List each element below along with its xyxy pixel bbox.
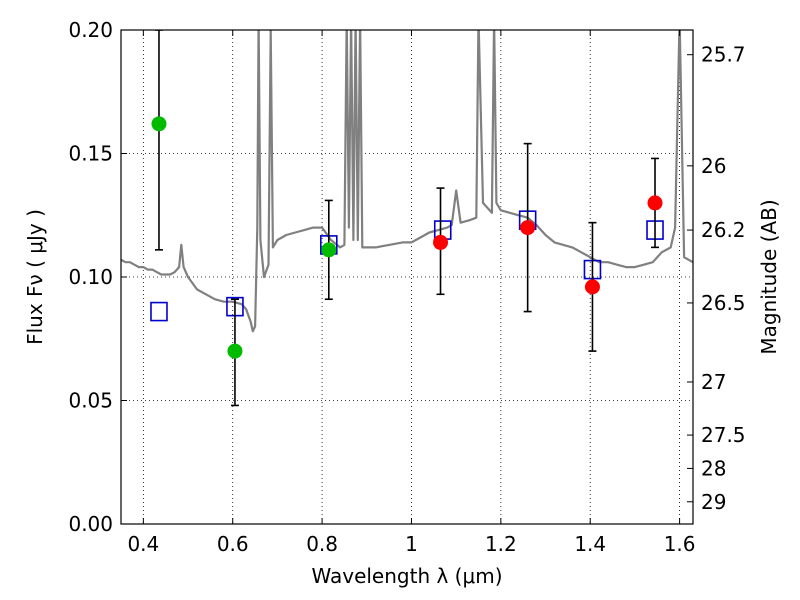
- y-tick-label: 0.20: [68, 18, 113, 42]
- observed-point-green: [227, 343, 243, 359]
- y-tick-label: 0.00: [68, 512, 113, 536]
- y-tick-label: 0.10: [68, 265, 113, 289]
- model-spectrum-line: [121, 30, 693, 333]
- right-tick-label: 26.5: [701, 291, 746, 315]
- right-tick-label: 25.7: [701, 43, 746, 67]
- observed-point-red: [520, 220, 536, 236]
- y-tick-label: 0.15: [68, 142, 113, 166]
- model-photometry-square: [150, 301, 168, 322]
- observed-point-green: [321, 242, 337, 258]
- observed-point-red: [433, 234, 449, 250]
- right-tick-label: 29: [701, 490, 726, 514]
- grid: [121, 29, 693, 525]
- x-tick-label: 0.4: [127, 532, 159, 556]
- right-tick-label: 26.2: [701, 218, 746, 242]
- right-tick-label: 26: [701, 154, 726, 178]
- plot-area: [121, 30, 693, 407]
- right-tick-label: 27.5: [701, 423, 746, 447]
- x-tick-label: 1.4: [574, 532, 606, 556]
- observed-point-red: [647, 195, 663, 211]
- x-tick-label: 1.6: [664, 532, 696, 556]
- right-axis-label: Magnitude (AB): [757, 199, 781, 354]
- y-tick-label: 0.05: [68, 389, 113, 413]
- right-tick-label: 27: [701, 370, 726, 394]
- axes: 0.4 0.6 0.8 1 1.2 1.4 1.6 0.00 0.05 0.10 0.15 0.20 2…: [68, 18, 745, 556]
- x-tick-label: 1: [405, 532, 418, 556]
- x-tick-label: 0.8: [306, 532, 338, 556]
- x-tick-label: 1.2: [485, 532, 517, 556]
- x-tick-label: 0.6: [217, 532, 249, 556]
- y-axis-label: Flux Fν ( μJy ): [23, 209, 47, 345]
- observed-point-green: [151, 116, 167, 132]
- right-tick-label: 28: [701, 456, 726, 480]
- plot-frame: [120, 29, 694, 525]
- observed-point-red: [584, 279, 600, 295]
- x-axis-label: Wavelength λ (μm): [311, 564, 502, 588]
